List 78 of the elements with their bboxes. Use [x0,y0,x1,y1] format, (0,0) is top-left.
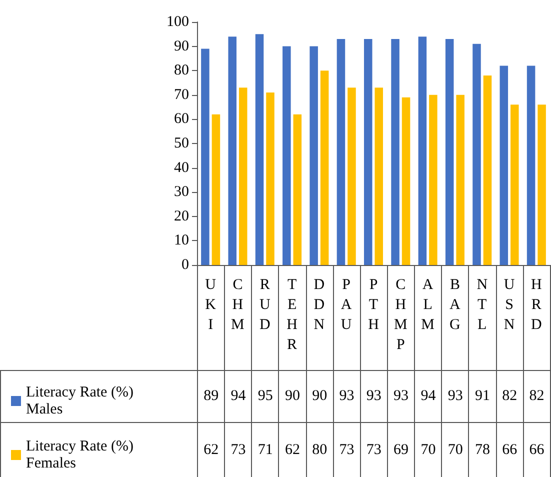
y-tick-label: 30 [174,184,189,200]
data-label: 66 [496,422,524,477]
x-tick-label: CHMP [394,277,408,353]
bar [348,88,356,265]
data-label: 94 [224,370,252,422]
bar [336,39,346,265]
x-tick-label: UKI [205,277,216,333]
y-tick-label: 90 [174,38,189,54]
bar [472,44,481,265]
y-tick-label: 50 [174,136,189,152]
data-label: 73 [333,422,360,477]
bar [391,39,400,265]
y-tick-label: 0 [182,257,189,273]
x-tick-label: HRD [531,277,542,333]
x-tick-label: ALM [421,277,434,333]
data-label: 80 [306,422,334,477]
bar [212,114,220,265]
data-label: 94 [414,370,442,422]
data-label: 70 [442,422,469,477]
bar [445,39,454,265]
bar [500,66,508,265]
bar [510,104,519,265]
y-tick-label: 80 [174,62,189,79]
x-tick-label: CHM [231,277,244,333]
bar [374,88,384,265]
data-label: 62 [278,422,306,477]
bar [255,34,264,265]
data-label: 91 [468,370,496,422]
x-tick-label: USN [504,277,515,333]
data-label: 93 [360,370,388,422]
bar [310,46,318,265]
bar [402,97,410,265]
data-label: 90 [306,370,334,422]
data-label: 95 [252,370,279,422]
bar [238,88,248,265]
bar [538,104,546,265]
data-label: 66 [523,422,550,477]
x-tick-label: TEHR [286,277,298,353]
x-tick-label: DDN [314,277,325,333]
bar [228,36,236,265]
bar [282,46,291,265]
data-label: 93 [333,370,360,422]
bar [266,92,274,265]
bar [483,75,492,265]
bar [201,48,210,265]
data-label: 89 [198,370,225,422]
y-tick-label: 60 [174,111,189,128]
y-tick-label: 10 [174,232,189,249]
bar [293,114,302,265]
data-label: 82 [523,370,550,422]
x-tick-label: BAG [450,277,461,333]
data-label: 93 [442,370,469,422]
bar [526,66,536,265]
data-label: 73 [224,422,252,477]
bar [429,94,438,265]
legend-label: Literacy Rate (%) Males [26,384,138,418]
y-tick-label: 70 [174,86,189,103]
x-tick-label: PAU [340,277,352,333]
data-label: 69 [387,422,415,477]
data-label: 73 [360,422,388,477]
data-label: 82 [496,370,524,422]
bar [364,39,372,265]
bar [456,94,464,265]
legend-label: Literacy Rate (%) Females [26,438,138,472]
x-tick-label: PTH [368,277,380,333]
data-label: 70 [414,422,442,477]
x-tick-label: RUD [259,277,270,333]
bar [418,36,427,265]
data-label: 71 [252,422,279,477]
y-tick-label: 40 [174,160,189,176]
bar [320,70,329,265]
data-label: 90 [278,370,306,422]
data-label: 93 [387,370,415,422]
y-tick-label: 20 [174,208,189,224]
y-tick-label: 100 [166,14,189,30]
x-tick-label: NTL [476,277,488,333]
data-label: 78 [468,422,496,477]
data-label: 62 [198,422,225,477]
